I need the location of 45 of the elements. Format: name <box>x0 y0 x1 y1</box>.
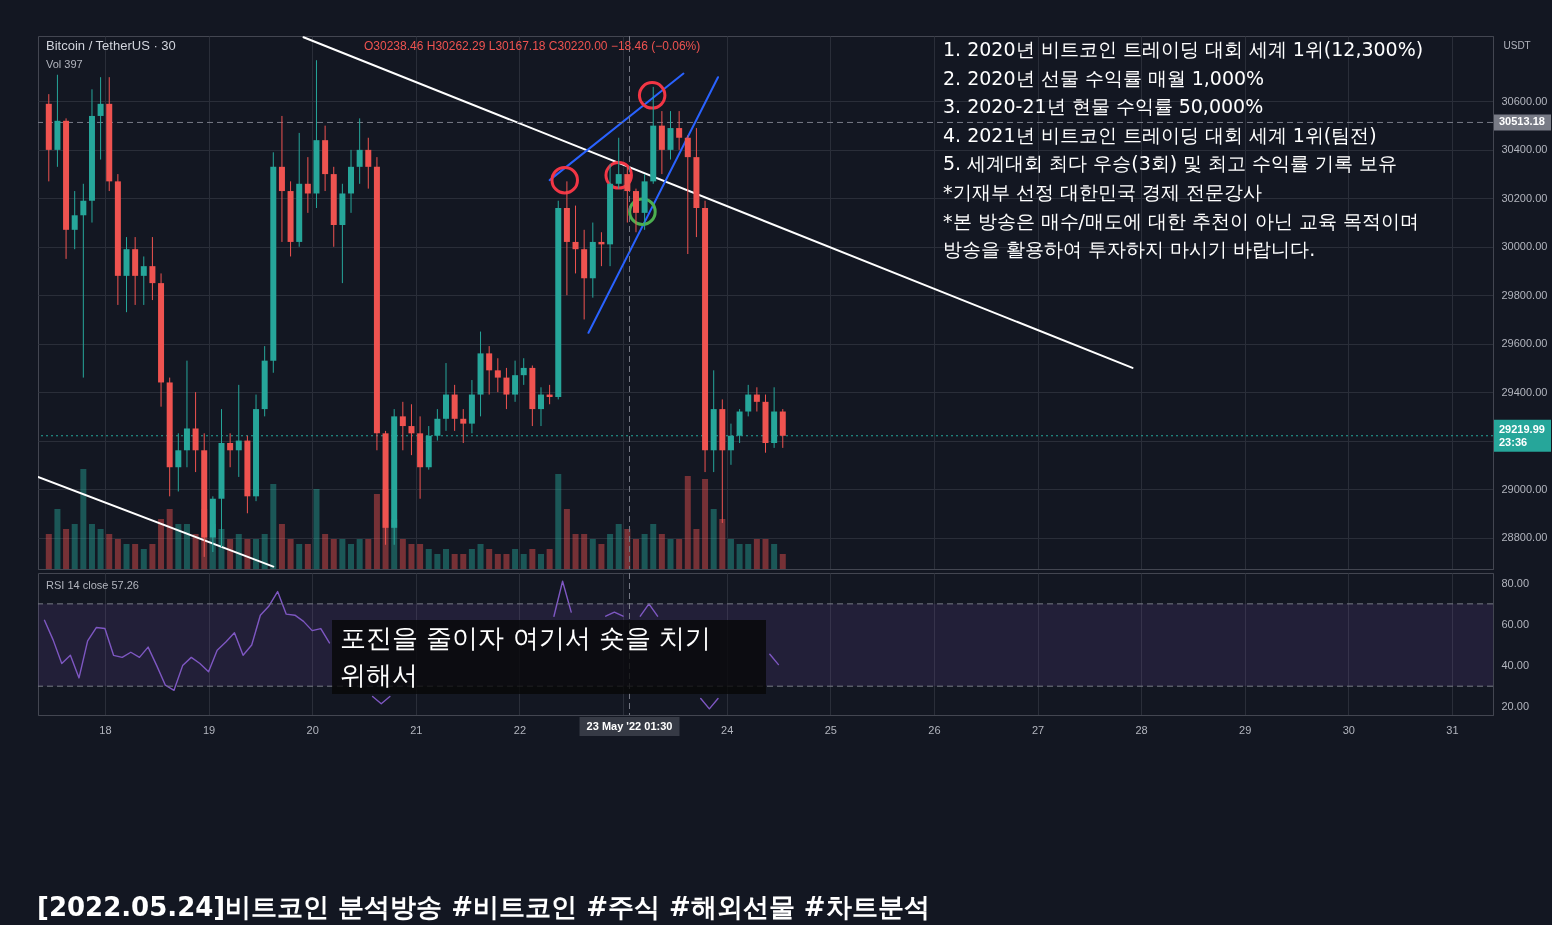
annotation: 1. 2020년 비트코인 트레이딩 대회 세계 1위(12,300%) <box>943 38 1424 60</box>
x-tick-label: 18 <box>99 723 112 736</box>
annotation: 4. 2021년 비트코인 트레이딩 대회 세계 1위(팀전) <box>943 123 1377 146</box>
y-tick-label: 20.00 <box>1501 700 1530 713</box>
x-tick-label: 27 <box>1031 723 1045 736</box>
x-tick-label: 21 <box>410 723 423 736</box>
annotation: *기재부 선정 대한민국 경제 전문강사 <box>943 181 1262 203</box>
annotation: 2. 2020년 선물 수익률 매월 1,000% <box>943 66 1265 89</box>
x-tick-label: 22 <box>513 723 527 736</box>
x-tick-label: 24 <box>721 723 734 736</box>
text: RSI 14 close 57.26 <box>46 579 139 591</box>
y-tick-label: 29600.00 <box>1501 337 1548 350</box>
chart-title: Bitcoin / TetherUS · 30 <box>46 38 176 53</box>
y-tick-label: 80.00 <box>1501 576 1530 589</box>
x-tick-label: 26 <box>928 723 941 736</box>
annotation: 3. 2020-21년 현물 수익률 50,000% <box>943 95 1264 118</box>
y-tick-label: 60.00 <box>1501 617 1530 630</box>
x-tick-label: 31 <box>1446 723 1459 736</box>
annotation: 5. 세계대회 최다 우승(3회) 및 최고 수익률 기록 보유 <box>943 152 1398 175</box>
y-tick-label: 40.00 <box>1501 659 1530 672</box>
y-tick-label: 30200.00 <box>1501 191 1548 204</box>
annotation: O30238.46 H30262.29 L30167.18 C30220.00 −18.46 (−0.06%) <box>364 39 701 53</box>
text: [2022.05.24]비트코인 분석방송 #비트코인 #주식 #해외선물 #차트분석 <box>37 891 930 922</box>
y-axis-title: USDT <box>1503 39 1531 51</box>
x-tick-label: 28 <box>1135 723 1148 736</box>
x-tick-label: 20 <box>306 723 319 736</box>
annotation: Vol 397 <box>46 58 83 70</box>
y-tick-label: 30400.00 <box>1501 143 1548 156</box>
y-tick-label: 30000.00 <box>1501 240 1548 253</box>
y-tick-label: 29400.00 <box>1501 385 1548 398</box>
x-tick-label: 19 <box>202 723 216 736</box>
x-tick-label: 30 <box>1342 723 1355 736</box>
x-tick-label: 25 <box>824 723 837 736</box>
y-tick-label: 29800.00 <box>1501 288 1548 301</box>
y-tick-label: 28800.00 <box>1501 531 1548 543</box>
ref-line-label: 30513.18 <box>1499 115 1545 128</box>
y-tick-label: 29000.00 <box>1501 482 1548 495</box>
ref-line-label: 23 May '22 01:30 <box>586 720 673 732</box>
x-tick-label: 29 <box>1239 723 1252 736</box>
y-tick-label: 30600.00 <box>1501 94 1548 107</box>
annotation: *본 방송은 매수/매도에 대한 추천이 아닌 교육 목적이며 <box>943 209 1420 232</box>
ref-line-label: 29219.99 23:36 <box>1499 422 1545 448</box>
annotation: 방송을 활용하여 투자하지 마시기 바랍니다. <box>943 238 1316 261</box>
annotation: 위해서 <box>340 660 418 690</box>
annotation: 포진을 줄이자 여기서 숏을 치기 <box>340 623 712 653</box>
